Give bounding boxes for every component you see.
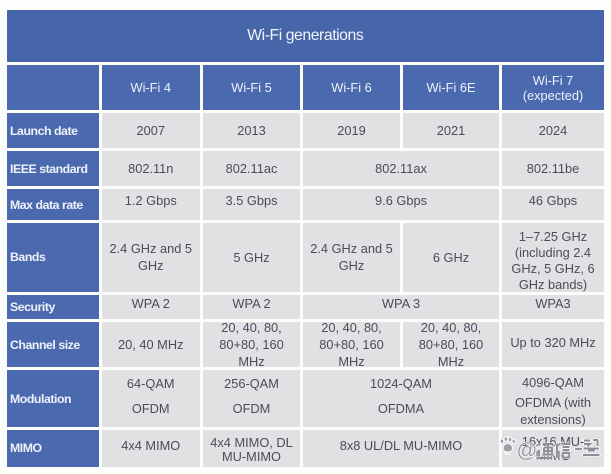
svg-text:@: @ bbox=[517, 439, 538, 462]
svg-text:du: du bbox=[504, 451, 511, 457]
